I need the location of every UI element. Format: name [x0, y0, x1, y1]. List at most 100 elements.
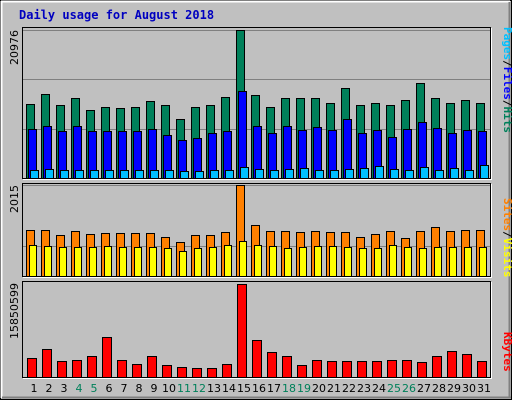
bar-visits-day-1 — [29, 245, 37, 277]
bar-kbytes-day-25 — [387, 360, 397, 378]
day-label-31: 31 — [477, 382, 491, 395]
bar-pages-day-27 — [420, 167, 429, 179]
day-label-21: 21 — [327, 382, 341, 395]
bar-pages-day-20 — [315, 170, 324, 179]
bar-pages-day-26 — [405, 170, 414, 179]
day-label-5: 5 — [91, 382, 98, 395]
bar-kbytes-day-20 — [312, 360, 322, 378]
bar-visits-day-25 — [389, 245, 397, 277]
bar-visits-day-7 — [119, 247, 127, 277]
bar-visits-day-22 — [344, 247, 352, 277]
bar-pages-day-24 — [375, 166, 384, 179]
bar-visits-day-8 — [134, 247, 142, 277]
bar-pages-day-23 — [360, 168, 369, 179]
bar-kbytes-day-17 — [267, 352, 277, 378]
legend-separator: / — [501, 60, 512, 67]
day-label-1: 1 — [31, 382, 38, 395]
bar-pages-day-6 — [105, 170, 114, 179]
day-label-18: 18 — [282, 382, 296, 395]
bar-visits-day-3 — [59, 247, 67, 277]
day-label-16: 16 — [252, 382, 266, 395]
legend-visits-label: Visits — [501, 238, 512, 278]
bar-visits-day-10 — [164, 248, 172, 277]
bar-pages-day-2 — [45, 169, 54, 179]
bar-visits-day-19 — [299, 247, 307, 277]
bar-kbytes-day-2 — [42, 349, 52, 378]
bar-pages-day-28 — [435, 170, 444, 179]
day-label-6: 6 — [106, 382, 113, 395]
bar-pages-day-16 — [255, 169, 264, 179]
bar-pages-day-19 — [300, 168, 309, 179]
legend-files-label: Files — [501, 67, 512, 100]
bar-kbytes-day-12 — [192, 368, 202, 378]
bar-kbytes-day-31 — [477, 361, 487, 378]
bar-files-day-15 — [238, 91, 247, 179]
bar-kbytes-day-15 — [237, 284, 247, 378]
legend-kbytes: KBytes — [501, 332, 512, 372]
bar-kbytes-day-1 — [27, 358, 37, 378]
day-label-2: 2 — [46, 382, 53, 395]
bar-pages-day-12 — [195, 171, 204, 179]
bar-visits-day-16 — [254, 245, 262, 277]
day-label-24: 24 — [372, 382, 386, 395]
bar-visits-day-30 — [464, 247, 472, 277]
bar-pages-day-9 — [150, 170, 159, 179]
bar-kbytes-day-6 — [102, 337, 112, 378]
bar-visits-day-9 — [149, 247, 157, 277]
legend-sites-label: Sites — [501, 198, 512, 231]
bar-visits-day-28 — [434, 247, 442, 277]
bar-visits-day-27 — [419, 248, 427, 277]
bar-kbytes-day-14 — [222, 364, 232, 378]
bar-visits-day-12 — [194, 248, 202, 277]
bar-kbytes-day-7 — [117, 360, 127, 378]
bar-pages-day-17 — [270, 170, 279, 179]
bar-kbytes-day-13 — [207, 368, 217, 378]
bar-pages-day-7 — [120, 170, 129, 179]
bar-visits-day-17 — [269, 246, 277, 277]
bar-pages-day-11 — [180, 171, 189, 179]
bar-pages-day-5 — [90, 170, 99, 179]
bar-kbytes-day-22 — [342, 361, 352, 378]
bar-pages-day-4 — [75, 170, 84, 179]
bar-kbytes-day-18 — [282, 356, 292, 378]
bar-kbytes-day-26 — [402, 360, 412, 378]
max-label-hits: 20976 — [8, 30, 21, 65]
bar-pages-day-15 — [240, 167, 249, 179]
bar-pages-day-31 — [480, 165, 489, 179]
bar-kbytes-day-30 — [462, 354, 472, 378]
legend-kbytes-label: KBytes — [501, 332, 512, 372]
bar-kbytes-day-10 — [162, 365, 172, 378]
day-label-23: 23 — [357, 382, 371, 395]
day-label-8: 8 — [136, 382, 143, 395]
max-label-kbytes: 15850599 — [8, 283, 21, 339]
bar-kbytes-day-4 — [72, 360, 82, 378]
bar-kbytes-day-5 — [87, 356, 97, 378]
legend-sites-visits: Sites/Visits — [501, 198, 512, 278]
legend-separator: / — [501, 231, 512, 238]
bar-pages-day-18 — [285, 169, 294, 179]
bar-pages-day-30 — [465, 170, 474, 179]
bar-kbytes-day-27 — [417, 362, 427, 378]
day-label-14: 14 — [222, 382, 236, 395]
bar-visits-day-29 — [449, 247, 457, 277]
bar-pages-day-10 — [165, 170, 174, 179]
day-label-3: 3 — [61, 382, 68, 395]
bar-kbytes-day-9 — [147, 356, 157, 378]
bar-visits-day-15 — [239, 241, 247, 277]
day-label-4: 4 — [76, 382, 83, 395]
bar-visits-day-21 — [329, 246, 337, 277]
legend-hits-label: Hits — [501, 107, 512, 134]
legend-pages-label: Pages — [501, 27, 512, 60]
bar-visits-day-13 — [209, 247, 217, 277]
day-label-28: 28 — [432, 382, 446, 395]
bar-kbytes-day-23 — [357, 361, 367, 378]
bar-visits-day-18 — [284, 248, 292, 277]
day-label-27: 27 — [417, 382, 431, 395]
bar-kbytes-day-21 — [327, 361, 337, 378]
bar-kbytes-day-11 — [177, 367, 187, 378]
day-label-10: 10 — [162, 382, 176, 395]
bar-visits-day-6 — [104, 246, 112, 277]
bar-visits-day-24 — [374, 248, 382, 277]
